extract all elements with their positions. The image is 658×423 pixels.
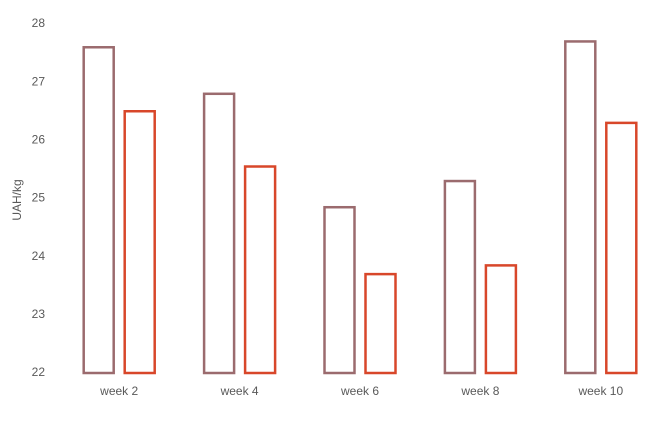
- x-tick-label: week 8: [460, 384, 499, 398]
- y-tick-label: 24: [32, 249, 46, 263]
- bar: [202, 92, 236, 375]
- y-axis-label: UAH/kg: [10, 179, 24, 220]
- bar: [364, 272, 397, 375]
- y-tick-label: 26: [32, 133, 46, 147]
- bar: [243, 165, 277, 375]
- y-tick-label: 27: [32, 74, 46, 88]
- bar: [123, 110, 156, 375]
- x-tick-label: week 4: [220, 384, 259, 398]
- bar: [323, 205, 356, 375]
- x-tick-label: week 2: [99, 384, 138, 398]
- y-tick-label: 25: [32, 191, 46, 205]
- bar: [484, 264, 518, 375]
- x-tick-label: week 10: [577, 384, 623, 398]
- bar: [605, 121, 638, 375]
- bar: [82, 46, 115, 375]
- y-tick-label: 28: [32, 16, 46, 30]
- y-tick-label: 22: [32, 365, 46, 379]
- y-tick-label: 23: [32, 307, 46, 321]
- bar: [443, 179, 477, 375]
- x-tick-label: week 6: [340, 384, 379, 398]
- bar: [564, 40, 597, 375]
